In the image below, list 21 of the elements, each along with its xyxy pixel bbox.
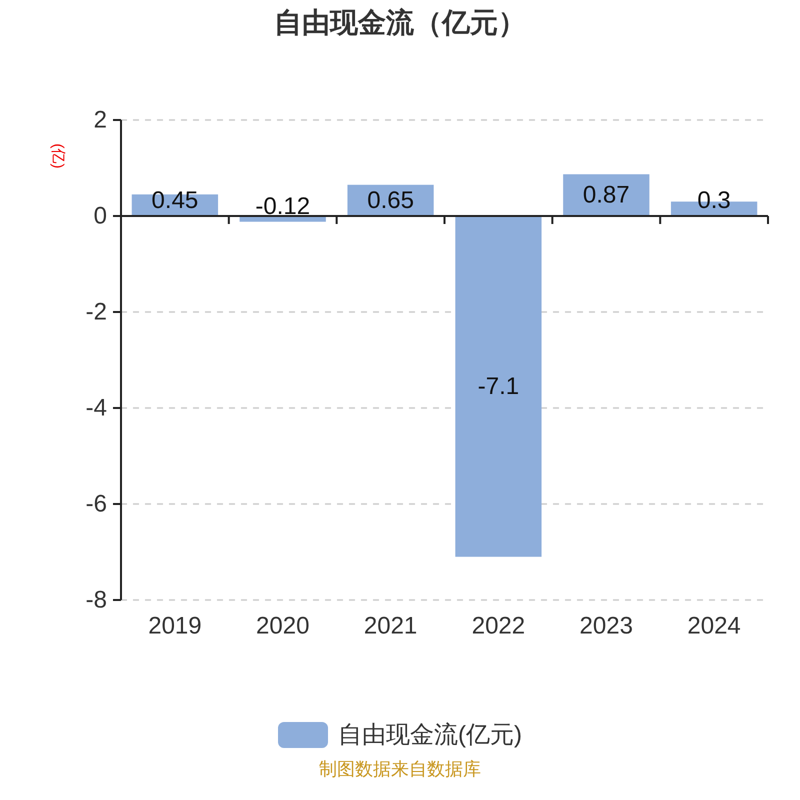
ytick: -6 [86,490,107,518]
ytick: 2 [94,106,107,134]
xtick: 2021 [364,612,418,640]
label: 0.65 [367,186,414,214]
label: 0.3 [697,187,731,214]
xtick: 2020 [256,612,310,640]
label: -7.1 [478,372,520,400]
xtick: 2019 [148,612,202,640]
xtick: 2022 [472,612,526,640]
label: 0.45 [152,187,198,214]
label: -0.12 [255,192,310,220]
xtick: 2024 [687,612,741,640]
label: 0.87 [582,182,630,209]
title: 自由现金流（亿元） [274,7,526,38]
ytick: 0 [94,202,107,230]
ytick: -2 [86,298,107,326]
annotation: 制图数据来自数据库 [319,759,481,779]
xtick: 2023 [580,612,633,640]
ytick: -8 [86,586,107,614]
ytick: -4 [86,394,107,422]
ylabel: (亿) [50,144,66,168]
